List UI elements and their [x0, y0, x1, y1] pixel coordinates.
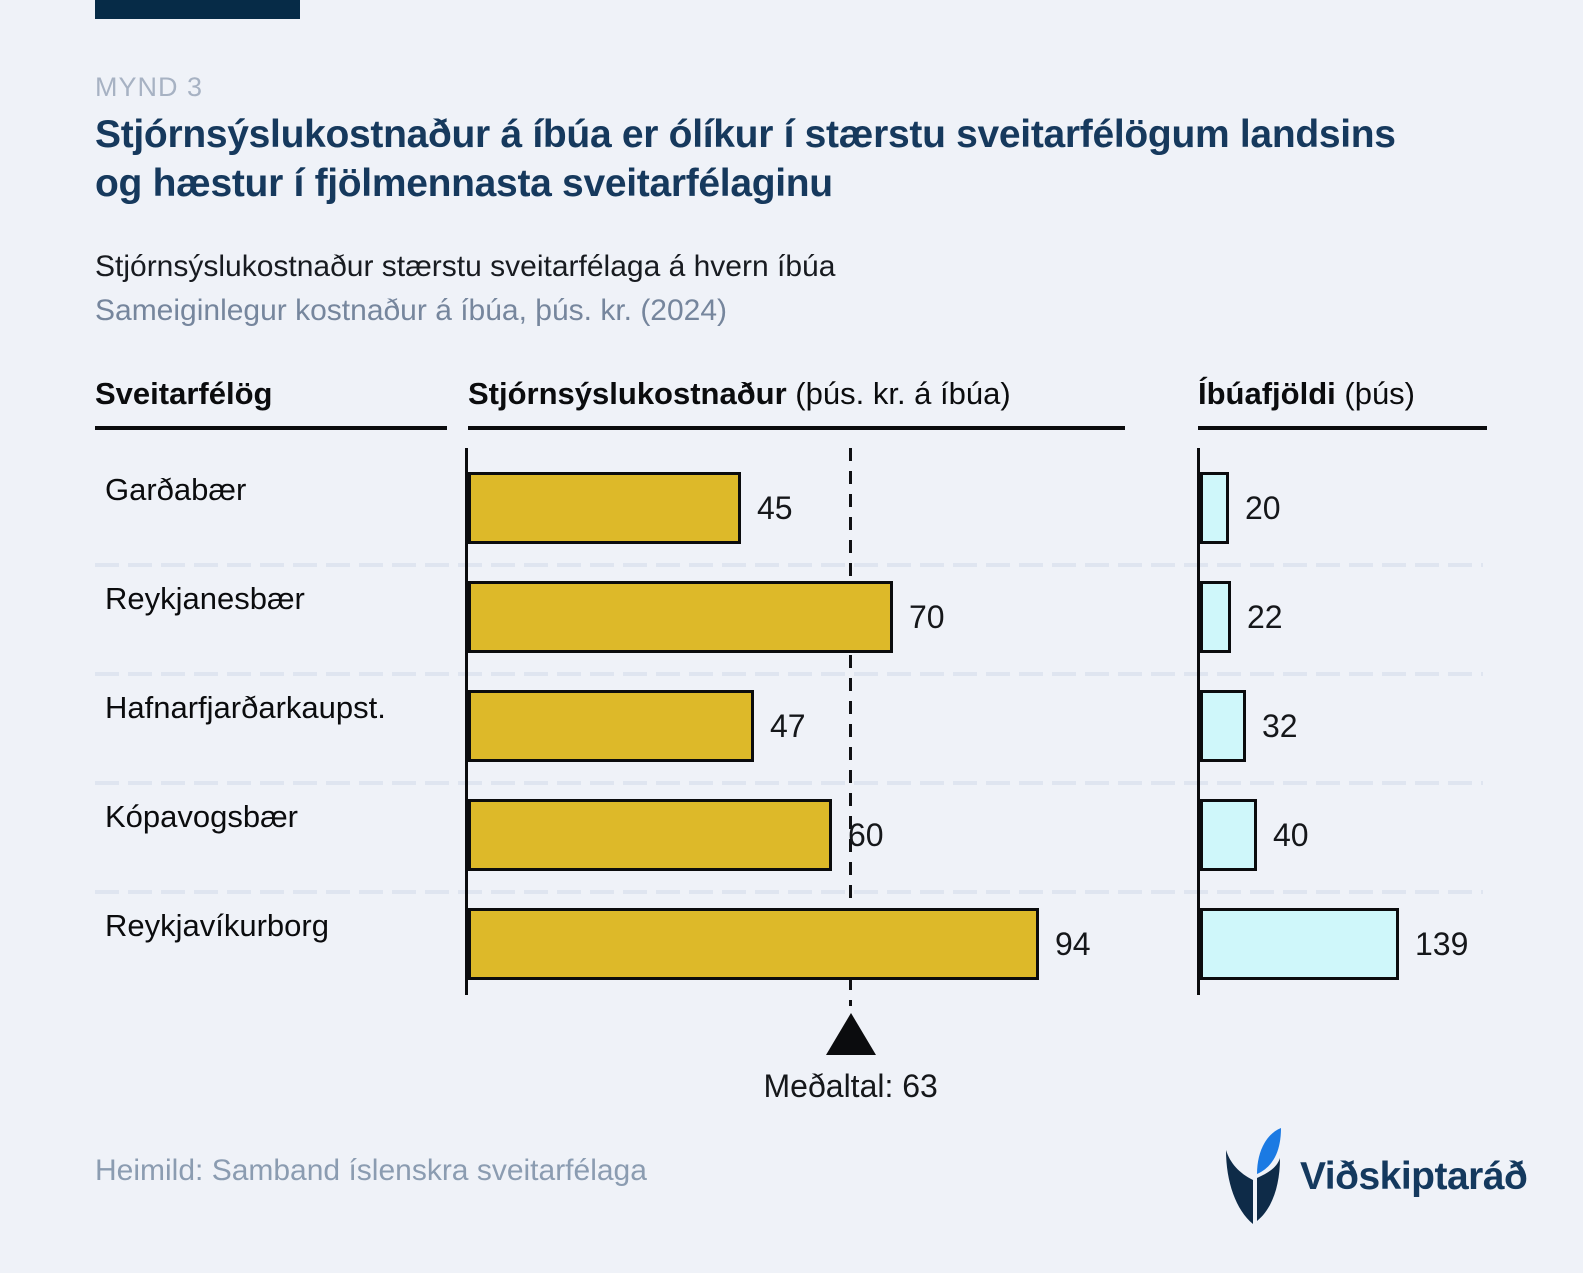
row-label: Garðabær — [105, 472, 247, 507]
population-value: 139 — [1415, 925, 1469, 962]
mean-marker-triangle-icon — [825, 1013, 876, 1055]
population-bar — [1200, 581, 1231, 653]
column-header-population: Íbúafjöldi (þús) — [1198, 376, 1487, 430]
cost-value: 47 — [770, 707, 806, 744]
column-header-population-unit: (þús) — [1335, 376, 1416, 411]
cost-value: 70 — [909, 598, 945, 635]
column-header-municipalities-label: Sveitarfélög — [95, 376, 273, 411]
cost-bar — [468, 799, 832, 871]
row-separator — [95, 563, 1483, 567]
column-header-cost-label: Stjórnsýslukostnaður — [468, 376, 787, 411]
cost-value: 60 — [848, 816, 884, 853]
mean-label: Meðaltal: 63 — [763, 1068, 938, 1104]
cost-bar — [468, 581, 893, 653]
figure-subtitle-unit: Sameiginlegur kostnaður á íbúa, þús. kr.… — [95, 294, 728, 327]
source-note: Heimild: Samband íslenskra sveitarfélaga — [95, 1154, 647, 1187]
row-separator — [95, 781, 1483, 785]
figure-title: Stjórnsýslukostnaður á íbúa er ólíkur í … — [95, 113, 1396, 206]
cost-chart-axis — [464, 448, 468, 995]
row-label: Reykjanesbær — [105, 581, 305, 616]
cost-bar — [468, 472, 741, 544]
population-value: 40 — [1273, 816, 1309, 853]
column-header-cost: Stjórnsýslukostnaður (þús. kr. á íbúa) — [468, 376, 1125, 430]
cost-bar — [468, 908, 1039, 980]
column-header-population-label: Íbúafjöldi — [1198, 376, 1336, 411]
population-bar — [1200, 908, 1399, 980]
row-label: Kópavogsbær — [105, 799, 299, 834]
row-separator — [95, 890, 1483, 894]
column-header-municipalities: Sveitarfélög — [95, 376, 447, 430]
population-bar — [1200, 690, 1246, 762]
row-label: Hafnarfjarðarkaupst. — [105, 690, 386, 725]
brand-logo: Viðskiptaráð — [1224, 1128, 1528, 1226]
cost-value: 45 — [757, 489, 793, 526]
figure-subtitle: Stjórnsýslukostnaður stærstu sveitarféla… — [95, 250, 836, 283]
population-bar — [1200, 799, 1257, 871]
cost-bar — [468, 690, 754, 762]
population-value: 20 — [1245, 489, 1281, 526]
population-bar — [1200, 472, 1229, 544]
mean-dashed-line — [848, 448, 853, 1006]
row-label: Reykjavíkurborg — [105, 908, 329, 943]
cost-value: 94 — [1055, 925, 1091, 962]
brand-top-bar — [95, 0, 300, 19]
population-value: 22 — [1247, 598, 1283, 635]
row-separator — [95, 672, 1483, 676]
population-value: 32 — [1262, 707, 1298, 744]
figure-number: MYND 3 — [95, 72, 204, 102]
population-chart-axis — [1196, 448, 1200, 995]
book-leaf-logo-icon — [1226, 1128, 1281, 1224]
brand-name: Viðskiptaráð — [1300, 1155, 1528, 1198]
column-header-cost-unit: (þús. kr. á íbúa) — [786, 376, 1011, 411]
